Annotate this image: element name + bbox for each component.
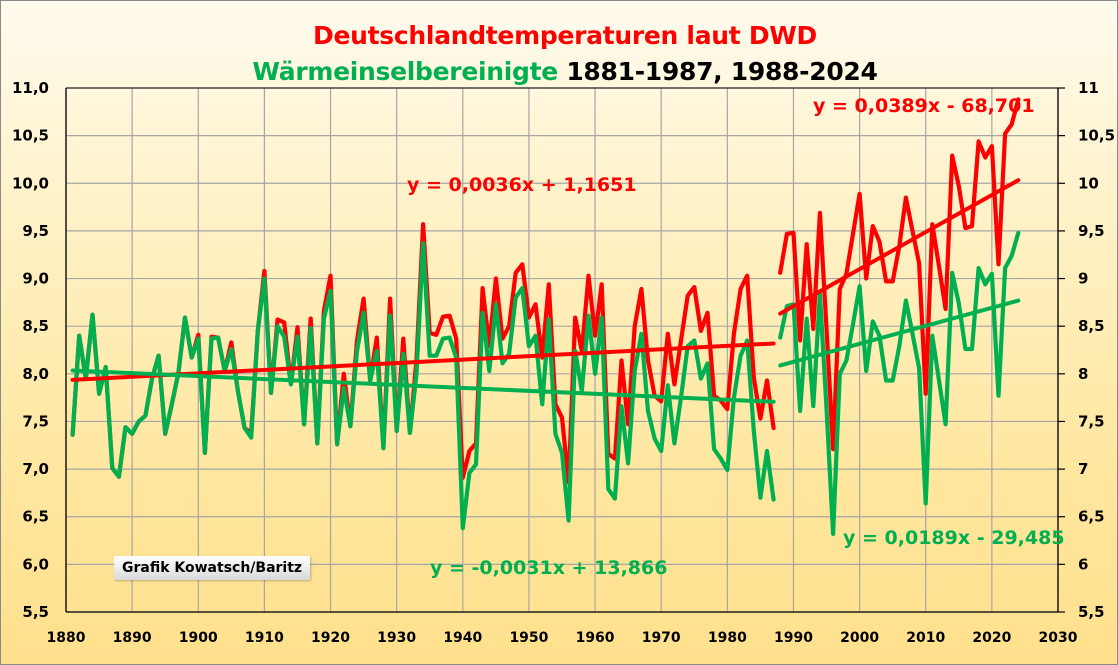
- credit-box: Grafik Kowatsch/Baritz: [114, 556, 311, 580]
- subtitle-green: Wärmeinselbereinigte: [252, 57, 558, 86]
- x-tick-label: 1910: [245, 630, 284, 646]
- x-tick-label: 1990: [774, 630, 813, 646]
- axes: [65, 87, 1059, 613]
- trend-label-green-1881-1987: y = -0,0031x + 13,866: [430, 557, 668, 579]
- x-tick-label: 1930: [377, 630, 416, 646]
- y-tick-label-left: 6,5: [22, 508, 49, 526]
- trend-label-green-1988-2024: y = 0,0189x - 29,485: [843, 527, 1065, 549]
- trend-label-red-1881-1987: y = 0,0036x + 1,1651: [407, 174, 637, 196]
- y-tick-label-right: 7,5: [1078, 412, 1105, 430]
- y-tick-label-right: 8: [1078, 365, 1088, 383]
- x-tick-label: 2030: [1039, 630, 1078, 646]
- y-tick-label-right: 6,5: [1078, 508, 1105, 526]
- series-line-w-rmeinselbereinigt-1988-2024: [778, 230, 1021, 537]
- y-axis-right-ticks: 11 10,5 10 9,5 9 8,5 8 7,5 7 6,5 6 5,5: [1058, 79, 1115, 621]
- y-tick-label-left: 6,0: [22, 555, 49, 573]
- y-tick-label-left: 7,0: [22, 460, 49, 478]
- y-tick-label-right: 10,5: [1078, 127, 1115, 145]
- y-tick-label-right: 5,5: [1078, 603, 1105, 621]
- y-tick-label-left: 7,5: [22, 412, 49, 430]
- y-tick-label-right: 9: [1078, 270, 1088, 288]
- trend-green-1881-1987: [70, 368, 776, 404]
- trendline-layer: [70, 178, 1021, 404]
- y-tick-label-right: 10: [1078, 174, 1099, 192]
- x-tick-label: 1920: [311, 630, 350, 646]
- x-tick-label: 1900: [179, 630, 218, 646]
- y-tick-label-right: 8,5: [1078, 317, 1105, 335]
- trend-label-red-1988-2024: y = 0,0389x - 68,701: [813, 95, 1035, 117]
- y-tick-label-right: 6: [1078, 555, 1088, 573]
- trend-green-1988-2024: [778, 298, 1021, 368]
- y-axis-left-ticks: 11,0 10,5 10,0 9,5 9,0 8,5 8,0 7,5 7,0 6,5 6,0 5,5: [12, 79, 49, 621]
- trend-red-1988-2024: [778, 178, 1021, 316]
- x-tick-label: 1980: [708, 630, 747, 646]
- subtitle-black: 1881-1987, 1988-2024: [566, 57, 878, 86]
- x-tick-label: 2010: [906, 630, 945, 646]
- x-tick-label: 1880: [47, 630, 86, 646]
- x-tick-label: 1950: [509, 630, 548, 646]
- x-tick-label: 1960: [576, 630, 615, 646]
- y-tick-label-right: 11: [1078, 79, 1099, 97]
- chart-subtitle: Wärmeinselbereinigte 1881-1987, 1988-202…: [7, 57, 1118, 86]
- x-tick-label: 1940: [443, 630, 482, 646]
- y-tick-label-left: 9,0: [22, 270, 49, 288]
- y-tick-label-left: 10,5: [12, 127, 49, 145]
- series-line-w-rmeinselbereinigt-1881-1987: [70, 241, 776, 531]
- y-tick-label-right: 7: [1078, 460, 1088, 478]
- y-tick-label-left: 11,0: [12, 79, 49, 97]
- x-tick-label: 2000: [840, 630, 879, 646]
- x-tick-label: 2020: [972, 630, 1011, 646]
- y-tick-label-left: 10,0: [12, 174, 49, 192]
- y-tick-label-left: 8,0: [22, 365, 49, 383]
- y-tick-label-right: 9,5: [1078, 222, 1105, 240]
- y-tick-label-left: 9,5: [22, 222, 49, 240]
- x-tick-label: 1890: [113, 630, 152, 646]
- x-tick-label: 1970: [642, 630, 681, 646]
- chart-title: Deutschlandtemperaturen laut DWD: [313, 21, 817, 50]
- y-tick-label-left: 5,5: [22, 603, 49, 621]
- y-tick-label-left: 8,5: [22, 317, 49, 335]
- x-axis-ticks: 1880 1890 1900 1910 1920 1930 1940 1950 1960 1970…: [47, 630, 1078, 646]
